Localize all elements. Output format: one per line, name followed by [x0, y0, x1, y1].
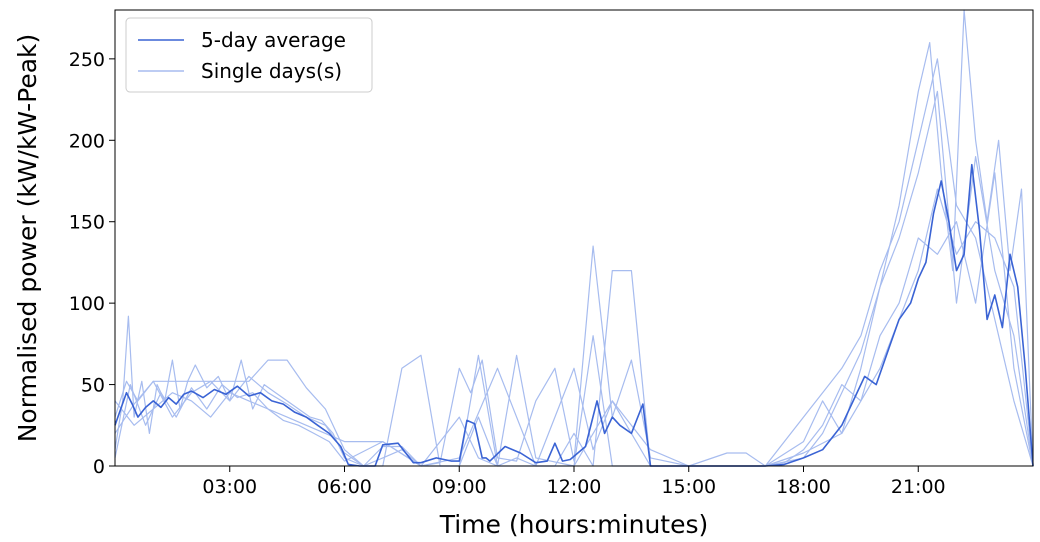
x-tick-label: 12:00: [547, 476, 602, 498]
x-tick-label: 21:00: [891, 476, 946, 498]
series-line-single-day-1: [114, 9, 1034, 467]
legend-label-average: 5-day average: [201, 28, 346, 52]
series-line-single-day-4: [114, 172, 1034, 467]
legend-label-single-days: Single days(s): [201, 59, 342, 83]
x-tick-label: 06:00: [317, 476, 372, 498]
x-tick-label: 09:00: [432, 476, 487, 498]
legend: 5-day average Single days(s): [125, 17, 373, 93]
x-tick-label: 03:00: [202, 476, 257, 498]
plot-lines: [114, 9, 1034, 467]
y-tick-label: 150: [69, 212, 105, 234]
y-tick-label: 50: [81, 375, 105, 397]
x-axis-title: Time (hours:minutes): [439, 510, 709, 539]
x-tick-label: 15:00: [661, 476, 716, 498]
y-axis-title: Normalised power (kW/kW-Peak): [13, 34, 42, 443]
y-tick-label: 200: [69, 130, 105, 152]
y-axis: 0 50 100 150 200 250: [69, 49, 115, 478]
x-tick-label: 18:00: [776, 476, 831, 498]
y-tick-label: 0: [93, 456, 105, 478]
y-tick-label: 100: [69, 293, 105, 315]
x-axis: 03:00 06:00 09:00 12:00 15:00 18:00 21:00: [202, 466, 946, 498]
legend-box: [125, 17, 373, 93]
series-line-single-day-2: [114, 58, 1034, 467]
series-line-single-day-3: [114, 188, 1034, 467]
y-tick-label: 250: [69, 49, 105, 71]
series-line-average: [114, 163, 1034, 467]
